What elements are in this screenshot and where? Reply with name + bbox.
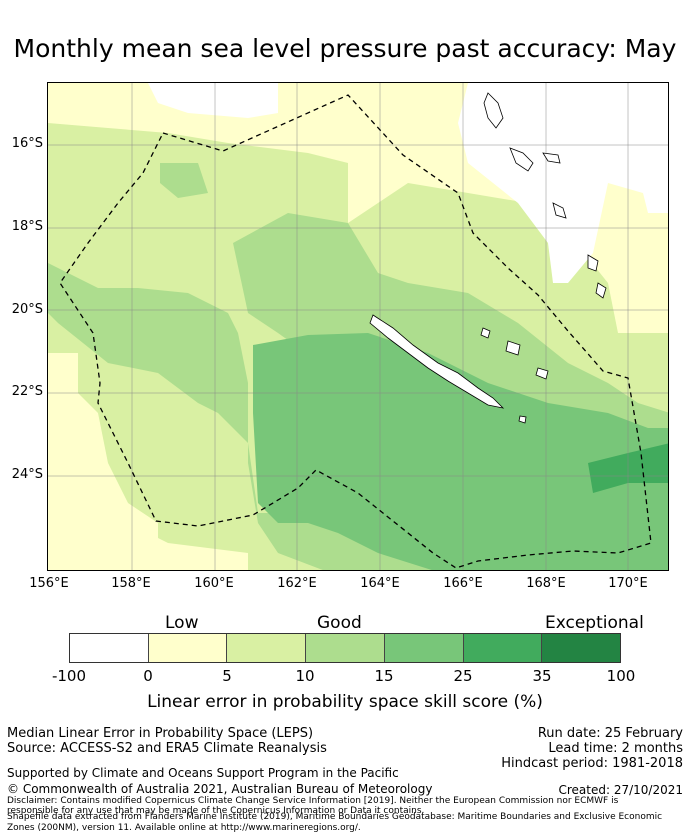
lon-label-162e: 162°E (277, 576, 317, 591)
lon-label-160e: 160°E (194, 576, 234, 591)
colorbar-tick: 25 (453, 667, 473, 685)
colorbar-segment (384, 634, 464, 662)
legend-category-good: Good (317, 613, 362, 633)
isle-of-pines (518, 415, 527, 424)
region-good-northwest (160, 163, 208, 198)
coastlines (369, 92, 607, 424)
disclaimer-line-2: responsible for any use that may be made… (7, 806, 425, 816)
shapefile-line-1: Shapefile data extracted from Flanders M… (7, 812, 663, 822)
run-date: Run date: 25 February (537, 726, 683, 741)
lon-label-164e: 164°E (360, 576, 400, 591)
lead-time: Lead time: 2 months (548, 741, 683, 756)
new-caledonia-island (369, 314, 505, 409)
vanuatu-north-island (483, 92, 504, 129)
colorbar-label: Linear error in probability space skill … (147, 692, 543, 712)
colorbar-segment (463, 634, 543, 662)
lat-label-20s: 20°S (11, 302, 43, 317)
colorbar-tick: 100 (606, 667, 636, 685)
lat-label-18s: 18°S (11, 219, 43, 234)
colorbar-segment (542, 634, 621, 662)
colorbar-segment (306, 634, 385, 662)
colorbar-tick: 0 (143, 667, 153, 685)
colorbar-tick: 5 (222, 667, 232, 685)
source-text: Source: ACCESS-S2 and ERA5 Climate Reana… (7, 741, 327, 756)
colorbar-tick: -100 (51, 667, 87, 685)
skill-map (47, 82, 669, 571)
lat-label-24s: 24°S (11, 467, 43, 482)
colorbar-segment (227, 634, 307, 662)
lon-label-156e: 156°E (29, 576, 69, 591)
region-none-north (148, 83, 278, 118)
vanuatu-island-6 (595, 282, 607, 299)
region-very-good-core (253, 333, 668, 570)
created-date: Created: 27/10/2021 (558, 783, 683, 797)
lon-label-168e: 168°E (526, 576, 566, 591)
disclaimer-line-1: Disclaimer: Contains modified Copernicus… (7, 796, 619, 806)
vanuatu-island-5 (587, 254, 599, 272)
legend-category-low: Low (165, 613, 199, 633)
vanuatu-island-2 (509, 147, 534, 172)
lon-label-166e: 166°E (443, 576, 483, 591)
colorbar (69, 633, 621, 663)
method-text: Median Linear Error in Probability Space… (7, 726, 314, 741)
loyalty-island-1 (480, 327, 491, 339)
lat-label-22s: 22°S (11, 384, 43, 399)
copyright-text: © Commonwealth of Australia 2021, Austra… (7, 782, 433, 796)
lon-label-158e: 158°E (111, 576, 151, 591)
hindcast-period: Hindcast period: 1981-2018 (501, 756, 683, 771)
vanuatu-island-3 (542, 152, 561, 164)
eez-boundary (59, 94, 652, 569)
lon-label-170e: 170°E (608, 576, 648, 591)
loyalty-island-3 (535, 367, 549, 380)
colorbar-segment (148, 634, 228, 662)
region-low-sw (48, 513, 248, 570)
lat-label-16s: 16°S (11, 136, 43, 151)
shapefile-line-2: Zones (200NM), version 11. Available onl… (7, 823, 361, 833)
skill-map-svg (48, 83, 668, 570)
colorbar-tick: 15 (374, 667, 394, 685)
vanuatu-island-4 (552, 202, 567, 219)
legend-category-exceptional: Exceptional (545, 613, 644, 633)
colorbar-tick: 10 (295, 667, 315, 685)
colorbar-segment (70, 634, 149, 662)
region-good-west (48, 263, 348, 570)
region-none-northeast (458, 83, 668, 283)
colorbar-tick: 35 (532, 667, 552, 685)
loyalty-island-2 (505, 340, 521, 356)
chart-title: Monthly mean sea level pressure past acc… (13, 34, 677, 63)
support-text: Supported by Climate and Oceans Support … (7, 766, 399, 780)
